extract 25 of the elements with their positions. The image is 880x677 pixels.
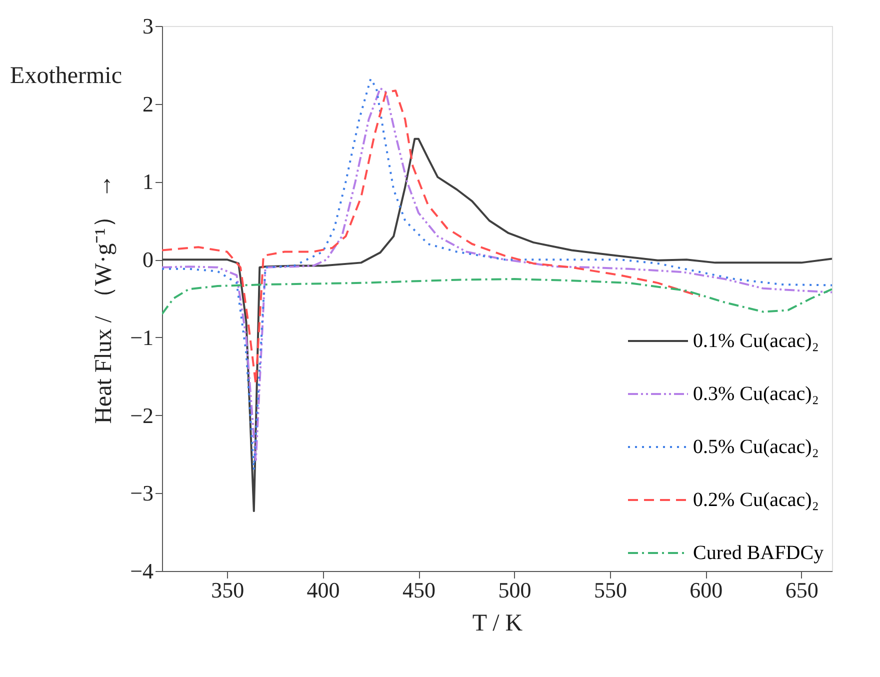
legend-label: 0.3% Cu(acac)₂ [693,383,819,405]
x-axis-title: T / K [472,610,524,636]
x-tick-label: 350 [211,578,244,602]
x-tick-label: 500 [498,578,532,602]
x-tick-label: 450 [402,578,436,602]
line-series [162,138,832,512]
legend-label: Cured BAFDCy [693,542,824,564]
y-tick-label: −3 [130,480,154,506]
x-tick-label: 550 [594,578,627,602]
y-tick-label: 0 [142,247,154,272]
y-tick-label: −4 [130,558,154,584]
x-tick-label: 400 [306,578,340,602]
legend-label: 0.1% Cu(acac)₂ [693,330,819,352]
y-tick-label: −2 [130,402,154,428]
text: Exothermic [10,63,122,89]
y-tick-label: 2 [142,91,154,116]
y-tick-label: 3 [142,14,154,38]
legend-label: 0.5% Cu(acac)₂ [693,436,819,458]
y-axis-title: Heat Flux / （W·g⁻¹） → [91,174,118,424]
line-series [162,278,832,316]
y-tick-label: 1 [142,169,154,194]
y-tick-label: −1 [130,324,154,350]
legend-label: 0.2% Cu(acac)₂ [693,489,819,511]
x-tick-label: 600 [690,578,723,602]
x-tick-label: 650 [785,578,818,602]
